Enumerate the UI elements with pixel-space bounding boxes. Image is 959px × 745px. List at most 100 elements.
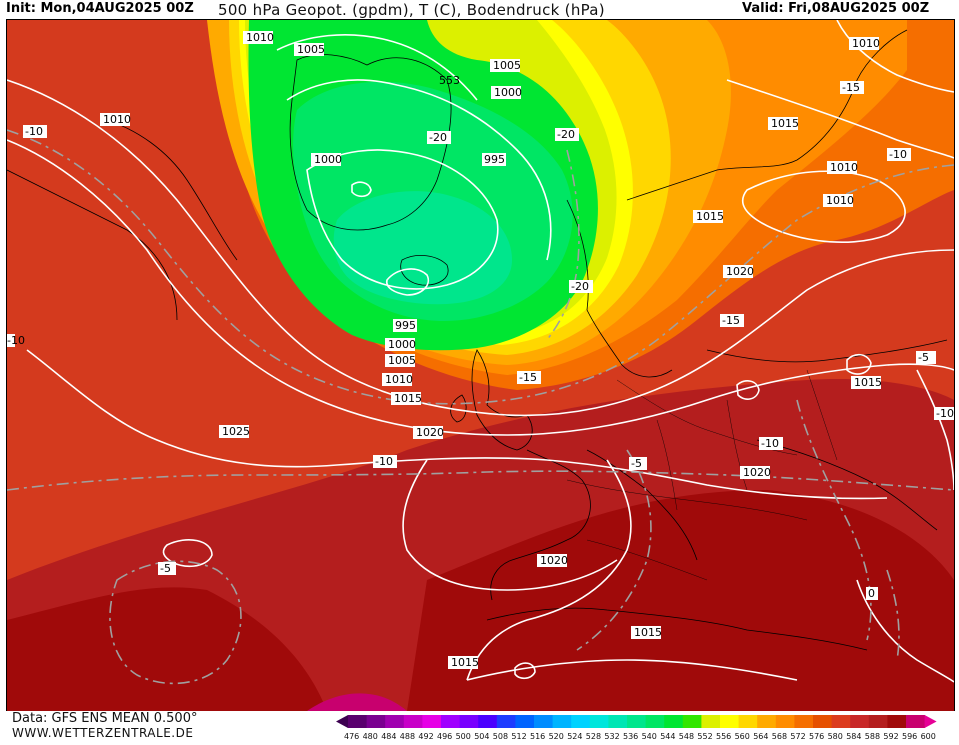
isobar-label: 1015 [448,656,479,669]
legend-swatch [571,715,591,728]
legend-tick-label: 564 [753,732,768,741]
legend-tick-label: 524 [567,732,582,741]
isobar-label: 995 [393,319,417,332]
legend-tick-label: 572 [790,732,805,741]
legend-swatch [534,715,554,728]
svg-text:1020: 1020 [416,426,444,439]
isobar-label: 1010 [382,373,413,386]
color-legend-svg: 476 480 484 488 492 496 500 504 508 512 516 520 524 5… [336,715,937,741]
legend-swatch [478,715,498,728]
legend-tick-label: 504 [474,732,489,741]
temp-label: -5 [158,562,176,575]
legend-tick-label: 476 [344,732,359,741]
legend-tick-label: 588 [865,732,880,741]
temp-label: -10 [23,125,47,138]
svg-text:1020: 1020 [743,466,771,479]
legend-swatch [775,715,795,728]
svg-text:-20: -20 [429,131,447,144]
isobar-label: 1015 [768,117,799,130]
legend-swatch [459,715,479,728]
data-source: Data: GFS ENS MEAN 0.500° [12,711,198,726]
temp-label: -15 [720,314,744,327]
svg-text:-5: -5 [160,562,171,575]
legend-tick-label: 516 [530,732,545,741]
legend-tick-label: 540 [642,732,657,741]
legend-tick-label: 508 [493,732,508,741]
legend-tick-label: 544 [660,732,675,741]
svg-text:1000: 1000 [388,338,416,351]
svg-text:-15: -15 [519,371,537,384]
svg-text:1025: 1025 [222,425,250,438]
legend-swatch [813,715,833,728]
temp-label: -20 [569,280,593,293]
svg-text:-10: -10 [25,125,43,138]
svg-text:1010: 1010 [103,113,131,126]
isobar-label: 1010 [243,31,274,44]
svg-text:-15: -15 [722,314,740,327]
isobar-label: 1015 [391,392,422,405]
temp-label: -5 [916,351,936,364]
legend-tick-label: 584 [846,732,861,741]
legend-tick-label: 480 [363,732,378,741]
isobar-label: 995 [482,153,506,166]
svg-text:-20: -20 [571,280,589,293]
legend-tick-label: 488 [400,732,415,741]
svg-text:-10: -10 [375,455,393,468]
weather-map: 1010 1005 1005 1000 995 1000 995 1000 10… [6,19,955,712]
isobar-label: 1005 [385,354,416,367]
legend-swatch [348,715,368,728]
legend-tick-label: 556 [716,732,731,741]
svg-text:1010: 1010 [246,31,274,44]
legend-tick-label: 592 [883,732,898,741]
isobar-label: 1000 [385,338,416,351]
legend-swatch [738,715,758,728]
legend-tick-label: 532 [604,732,619,741]
isobar-label: 1000 [311,153,342,166]
temp-label: -20 [427,131,451,144]
svg-text:553: 553 [439,74,460,87]
isobar-label: 1010 [100,113,131,126]
legend-swatch [422,715,442,728]
legend-tick-label: 496 [437,732,452,741]
coastlines [7,29,948,651]
svg-text:1010: 1010 [830,161,858,174]
temp-label: -10 [934,407,954,420]
legend-tick-label: 548 [679,732,694,741]
svg-text:1015: 1015 [451,656,479,669]
temp-label: -15 [840,81,864,94]
legend-swatch [589,715,609,728]
isobar-label: 1010 [827,161,858,174]
valid-time: Valid: Fri,08AUG2025 00Z [742,1,930,16]
isobar-label-group: 1010 1005 1005 1000 995 1000 995 1000 10… [100,31,882,669]
temp-label: -20 [555,128,579,141]
map-header: Init: Mon,04AUG2025 00Z 500 hPa Geopot. … [0,0,959,20]
isobar-label: 1020 [740,466,771,479]
legend-swatch [385,715,405,728]
legend-swatch [664,715,684,728]
legend-swatch [868,715,888,728]
isobar-label: 1020 [537,554,568,567]
legend-swatch [887,715,907,728]
svg-text:995: 995 [484,153,505,166]
svg-text:1010: 1010 [852,37,880,50]
map-title: 500 hPa Geopot. (gpdm), T (C), Bodendruc… [218,1,605,19]
legend-tick-label: 568 [772,732,787,741]
weather-map-svg: 1010 1005 1005 1000 995 1000 995 1000 10… [7,20,954,711]
height-band-596-west [7,587,327,711]
temp-label: -10 [887,148,911,161]
legend-swatch [441,715,461,728]
legend-swatch [720,715,740,728]
legend-swatch [552,715,572,728]
legend-tick-label: 600 [921,732,936,741]
svg-text:1020: 1020 [540,554,568,567]
legend-tick-label: 560 [735,732,750,741]
svg-text:-10: -10 [7,334,25,347]
legend-swatch [496,715,516,728]
svg-text:-5: -5 [918,351,929,364]
svg-text:1015: 1015 [634,626,662,639]
isobar-label: 1010 [849,37,880,50]
isobar-label: 1020 [413,426,444,439]
legend-swatch [403,715,423,728]
isobar-label: 1025 [219,425,250,438]
svg-text:-10: -10 [761,437,779,450]
